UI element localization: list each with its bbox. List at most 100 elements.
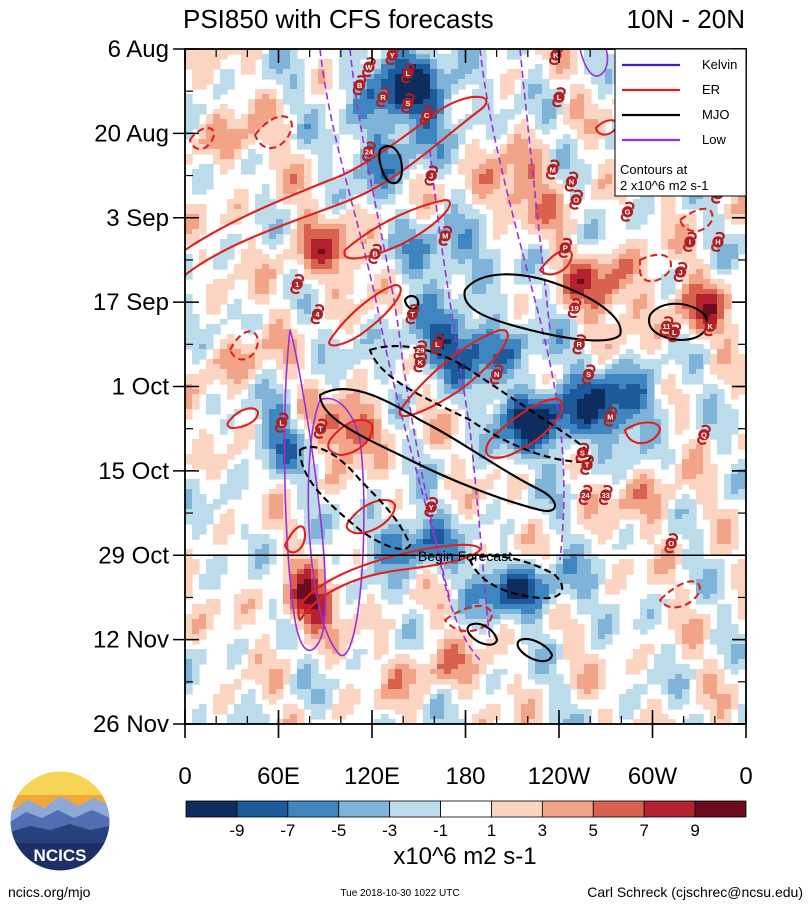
storm-marker: M bbox=[603, 406, 618, 427]
storm-marker: J bbox=[673, 261, 688, 282]
storm-marker: R bbox=[376, 87, 390, 108]
storm-marker: I bbox=[683, 231, 697, 252]
colorbar-tick-label: 9 bbox=[690, 821, 699, 840]
legend: Kelvin ER MJO Low Contours at 2 x10^6 m2 s-… bbox=[614, 48, 747, 197]
wave-filter-contours bbox=[185, 49, 714, 663]
legend-entry-label: Low bbox=[702, 132, 726, 147]
colorbar-tick-label: -1 bbox=[433, 821, 448, 840]
storm-marker: 4 bbox=[310, 304, 325, 325]
tropical-cyclone-markers: YKWLBRSLC24JMNOGEMBPIHJ14T1911LKL29KRNSM… bbox=[274, 49, 725, 554]
storm-marker: 1 bbox=[290, 274, 304, 295]
storm-marker-label: G bbox=[625, 208, 631, 217]
storm-marker: T bbox=[405, 304, 420, 325]
colorbar-units: x10^6 m2 s-1 bbox=[393, 843, 536, 870]
y-tick-label: 1 Oct bbox=[112, 374, 170, 401]
storm-marker: L bbox=[401, 63, 415, 84]
storm-marker: N bbox=[489, 364, 504, 385]
y-tick-label: 26 Nov bbox=[93, 711, 169, 738]
legend-entry-label: Kelvin bbox=[702, 57, 737, 72]
storm-marker-label: O bbox=[573, 195, 579, 204]
storm-marker: 24 bbox=[362, 141, 376, 162]
legend-box bbox=[614, 48, 747, 197]
storm-marker: Y bbox=[424, 497, 438, 518]
chart-latitude-band: 10N - 20N bbox=[627, 4, 746, 34]
storm-marker-label: H bbox=[715, 238, 720, 247]
storm-marker: P bbox=[558, 237, 573, 258]
x-tick-label: 60W bbox=[628, 763, 678, 790]
x-tick-label: 120W bbox=[528, 763, 591, 790]
storm-marker: K bbox=[413, 352, 428, 373]
storm-marker: 19 bbox=[567, 298, 582, 319]
storm-marker-label: N bbox=[494, 370, 499, 379]
storm-marker-label: S bbox=[405, 99, 410, 108]
y-tick-label: 29 Oct bbox=[98, 542, 169, 569]
y-tick-label: 6 Aug bbox=[108, 36, 169, 63]
storm-marker: G bbox=[620, 201, 635, 222]
legend-note-line-2: 2 x10^6 m2 s-1 bbox=[620, 178, 708, 193]
storm-marker-label: T bbox=[318, 424, 323, 433]
storm-marker-label: 1 bbox=[295, 280, 299, 289]
storm-marker-label: P bbox=[563, 244, 568, 253]
storm-marker: T bbox=[313, 418, 328, 439]
x-tick-label: 180 bbox=[445, 763, 485, 790]
footer-author: Carl Schreck (cjschrec@ncsu.edu) bbox=[587, 884, 803, 900]
chart-title: PSI850 with CFS forecasts bbox=[183, 4, 494, 34]
colorbar-tick-label: 3 bbox=[538, 821, 547, 840]
storm-marker-label: O bbox=[668, 539, 674, 548]
storm-marker-label: M bbox=[607, 412, 613, 421]
storm-marker-label: 24 bbox=[365, 147, 374, 156]
storm-marker: 24 bbox=[578, 484, 593, 505]
x-tick-label: 0 bbox=[178, 763, 191, 790]
storm-marker: H bbox=[711, 231, 725, 252]
logo-text: NCICS bbox=[34, 846, 87, 865]
y-tick-label: 20 Aug bbox=[94, 120, 169, 147]
storm-marker: L bbox=[667, 322, 682, 343]
colorbar-tick-label: -3 bbox=[382, 821, 397, 840]
storm-marker-label: 4 bbox=[315, 310, 320, 319]
storm-marker: M bbox=[545, 159, 560, 180]
colorbar-tick-label: 5 bbox=[589, 821, 598, 840]
storm-marker: L bbox=[552, 87, 566, 108]
storm-marker-label: 29 bbox=[416, 346, 424, 355]
storm-marker-label: N bbox=[569, 177, 574, 186]
colorbar-tick-label: 7 bbox=[639, 821, 648, 840]
storm-marker: S bbox=[581, 364, 596, 385]
colorbar-tick-label: -5 bbox=[331, 821, 346, 840]
storm-marker: M bbox=[438, 225, 453, 246]
storm-marker: 33 bbox=[598, 484, 613, 505]
storm-marker-label: Q bbox=[701, 431, 707, 440]
storm-marker-label: C bbox=[424, 111, 430, 120]
colorbar-segment bbox=[389, 800, 441, 818]
storm-marker: O bbox=[664, 533, 678, 554]
storm-marker-label: L bbox=[279, 418, 284, 427]
storm-marker-label: M bbox=[550, 165, 556, 174]
storm-marker-label: K bbox=[418, 358, 424, 367]
x-tick-label: 120E bbox=[344, 763, 400, 790]
colorbar-segment bbox=[694, 800, 747, 818]
colorbar-tick-label: 1 bbox=[487, 821, 496, 840]
y-tick-label: 12 Nov bbox=[93, 627, 169, 654]
storm-marker-label: 33 bbox=[602, 491, 610, 500]
footer-site: ncics.org/mjo bbox=[8, 884, 91, 900]
y-tick-label: 3 Sep bbox=[106, 205, 169, 232]
storm-marker-label: R bbox=[577, 340, 583, 349]
footer-timestamp: Tue 2018-10-30 1022 UTC bbox=[340, 888, 459, 899]
x-tick-label: 0 bbox=[739, 763, 752, 790]
colorbar: -9 -7 -5 -3 -1 1 3 5 7 9 bbox=[185, 800, 747, 840]
y-tick-label: 17 Sep bbox=[93, 289, 169, 316]
storm-marker: L bbox=[430, 334, 445, 355]
legend-entry-label: MJO bbox=[702, 107, 729, 122]
storm-marker-label: K bbox=[707, 322, 713, 331]
x-axis: 0 60E 120E 180 120W 60W 0 bbox=[178, 49, 753, 790]
legend-entry-label: ER bbox=[702, 82, 720, 97]
y-axis: 6 Aug 20 Aug 3 Sep 17 Sep 1 Oct 15 Oct 29 Oct 1… bbox=[93, 36, 746, 738]
storm-marker: B bbox=[352, 75, 367, 96]
colorbar-tick-label: -7 bbox=[280, 821, 295, 840]
colorbar-segment bbox=[185, 800, 238, 818]
storm-marker: N bbox=[564, 171, 579, 192]
storm-marker-label: Y bbox=[429, 503, 434, 512]
storm-marker: Q bbox=[697, 424, 711, 445]
storm-marker-label: L bbox=[557, 93, 562, 102]
colorbar-segment bbox=[236, 800, 289, 818]
ncics-logo: NCICS bbox=[9, 770, 111, 872]
